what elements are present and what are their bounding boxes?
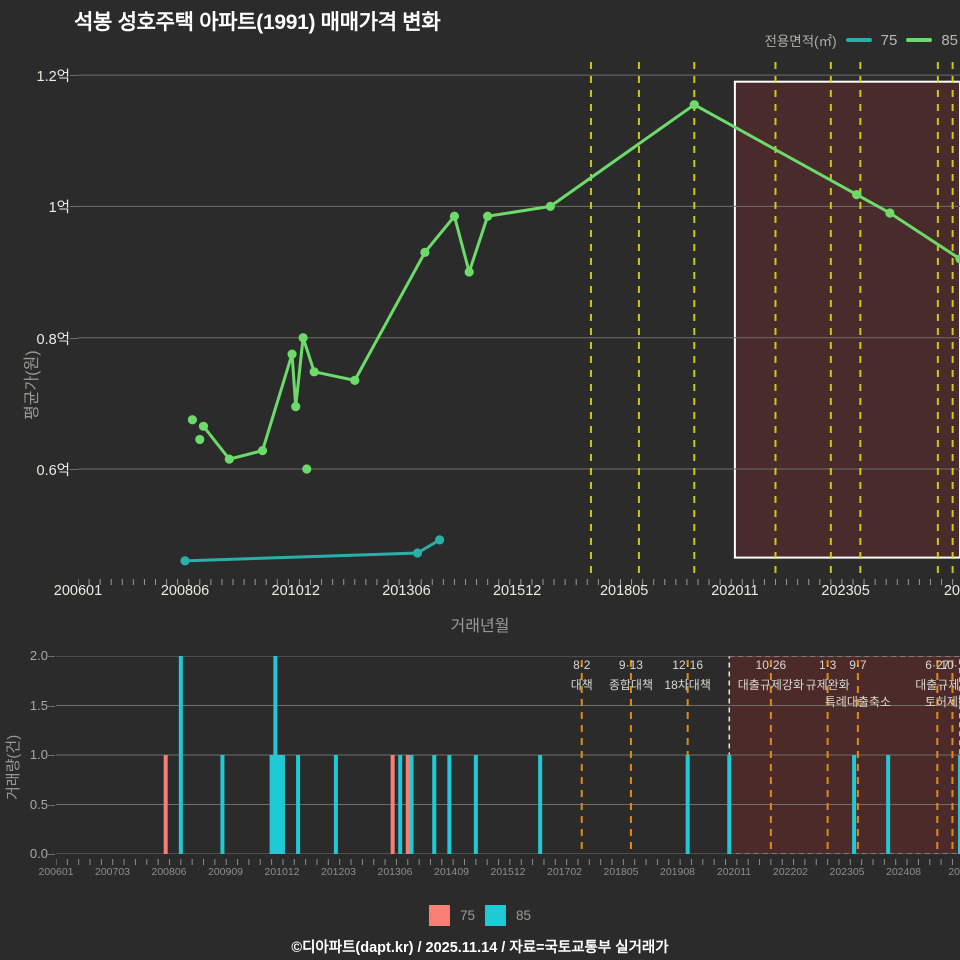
price-x-tick: 200806 xyxy=(160,583,210,599)
volume-x-tick: 201203 xyxy=(320,866,357,878)
volume-y-tick-mark xyxy=(48,804,55,806)
price-y-tick: 0.6억 xyxy=(36,462,71,479)
volume-x-tick: 200601 xyxy=(38,866,74,878)
policy-annotation-date: 10·26 xyxy=(755,658,787,672)
price-y-axis-label: 평균가(원) xyxy=(24,350,41,420)
legend-swatch-75 xyxy=(845,38,872,42)
page-title: 석봉 성호주택 아파트(1991) 매매가격 변화 xyxy=(74,11,441,34)
volume-x-tick: 202202 xyxy=(772,866,809,878)
policy-annotation-name: 종합대책 xyxy=(608,678,654,692)
policy-annotation-name: 대출규제강화 xyxy=(737,678,804,692)
volume-x-tick: 201908 xyxy=(659,866,696,878)
legend-top-label-75: 75 xyxy=(880,31,898,49)
price-y-tick-mark xyxy=(70,206,78,208)
volume-y-tick: 1.0 xyxy=(29,747,48,762)
policy-annotation-date: 8·2 xyxy=(573,658,591,672)
volume-x-tick: 201012 xyxy=(264,866,300,878)
volume-x-tick: 2025 xyxy=(948,866,960,878)
price-x-tick: 202305 xyxy=(821,583,870,599)
volume-x-tick: 202305 xyxy=(829,866,865,878)
price-chart xyxy=(78,62,960,574)
policy-annotation-name: 대출규제 xyxy=(915,678,960,692)
volume-x-tick: 201702 xyxy=(546,866,583,878)
legend-top: 전용면적(㎡) 75 85 xyxy=(764,30,958,50)
volume-x-tick: 200909 xyxy=(207,866,244,878)
volume-y-tick: 2.0 xyxy=(29,648,48,663)
price-x-tick: 200601 xyxy=(53,583,103,599)
volume-x-axis-ticks xyxy=(55,854,960,865)
volume-y-tick: 0.0 xyxy=(29,846,48,861)
legend-bottom-swatch-75 xyxy=(428,905,450,926)
volume-x-tick: 201512 xyxy=(490,866,526,878)
legend-bottom: 75 85 xyxy=(428,905,532,926)
volume-y-tick: 0.5 xyxy=(29,796,48,812)
policy-annotation-date: 10·1 xyxy=(940,658,960,672)
price-x-tick: 2025 xyxy=(943,583,960,599)
price-x-tick: 202011 xyxy=(711,583,759,599)
policy-annotation-name: 대책 xyxy=(570,678,593,692)
volume-y-tick-mark xyxy=(48,656,55,657)
legend-bottom-swatch-85 xyxy=(485,905,506,926)
volume-chart xyxy=(56,634,960,855)
volume-y-tick: 1.5 xyxy=(29,697,48,713)
policy-annotation-name: 규제완화 xyxy=(805,678,850,692)
legend-top-title: 전용면적(㎡) xyxy=(764,34,837,49)
policy-annotation-date: 1·3 xyxy=(818,658,837,672)
legend-top-label-85: 85 xyxy=(941,31,958,49)
volume-x-tick: 202408 xyxy=(885,866,922,878)
price-x-axis-label: 거래년월 xyxy=(450,618,510,635)
policy-annotation-date: 9·13 xyxy=(618,658,643,672)
volume-x-tick: 201306 xyxy=(377,866,413,878)
policy-annotation-name: 특례대출축소 xyxy=(824,695,891,709)
policy-annotation-name: 토허제해제 xyxy=(924,695,960,709)
price-y-tick: 0.8억 xyxy=(36,331,71,348)
volume-y-tick-mark xyxy=(48,854,55,855)
volume-y-axis-label: 거래량(건) xyxy=(5,734,22,800)
price-y-tick: 1억 xyxy=(48,200,70,217)
price-x-axis-ticks xyxy=(77,574,960,585)
policy-annotation-name: 18차대책 xyxy=(664,678,711,692)
price-x-tick: 201512 xyxy=(492,583,542,599)
price-x-tick: 201805 xyxy=(599,583,649,599)
price-x-tick: 201012 xyxy=(271,583,320,599)
volume-y-tick-mark xyxy=(48,705,55,707)
volume-x-tick: 201409 xyxy=(433,866,470,878)
policy-annotation-date: 12·16 xyxy=(672,658,704,672)
volume-x-tick: 200806 xyxy=(151,866,187,878)
legend-swatch-85 xyxy=(906,38,933,42)
legend-bottom-label-85: 85 xyxy=(516,908,532,923)
footer-credit: ©디아파트(dapt.kr) / 2025.11.14 / 자료=국토교통부 실… xyxy=(291,940,669,956)
volume-y-tick-mark xyxy=(48,755,55,756)
policy-annotation-date: 6·27 xyxy=(925,658,950,672)
price-y-tick-mark xyxy=(70,468,78,470)
price-x-tick: 201306 xyxy=(382,583,431,599)
volume-x-tick: 200703 xyxy=(94,866,131,878)
volume-x-tick: 201805 xyxy=(603,866,639,878)
price-y-tick-mark xyxy=(70,337,78,339)
price-y-tick-mark xyxy=(70,75,78,77)
legend-bottom-label-75: 75 xyxy=(459,908,475,923)
volume-x-tick: 202011 xyxy=(716,866,752,878)
price-y-tick: 1.2억 xyxy=(36,69,71,86)
policy-annotation-date: 9·7 xyxy=(849,658,867,672)
